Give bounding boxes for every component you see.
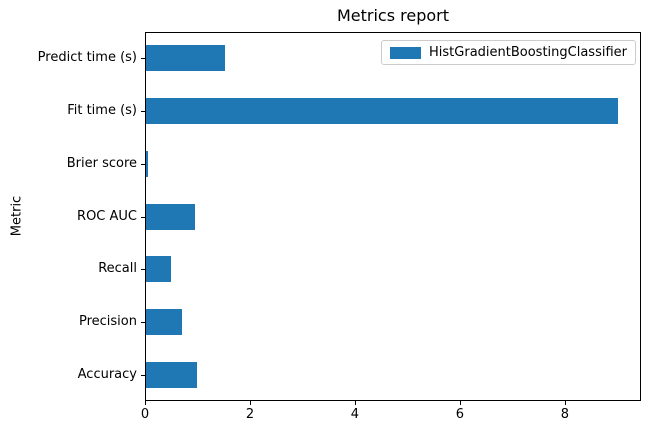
y-tick: [141, 163, 145, 165]
chart-title: Metrics report: [336, 6, 450, 25]
bar: [146, 308, 183, 335]
x-tick: [564, 401, 566, 405]
y-tick-label: Accuracy: [77, 366, 137, 382]
y-tick: [141, 374, 145, 376]
x-tick-label: 2: [245, 407, 255, 422]
y-tick: [141, 321, 145, 323]
bar: [146, 361, 197, 388]
y-tick-label: Predict time (s): [37, 50, 137, 66]
bar: [146, 45, 225, 72]
y-tick-label: Precision: [78, 313, 137, 329]
bar: [146, 256, 171, 283]
y-tick: [141, 58, 145, 60]
x-tick-label: 0: [140, 407, 150, 422]
y-tick-label: Brier score: [66, 155, 137, 171]
x-tick: [145, 401, 146, 405]
bar: [146, 203, 196, 230]
x-tick-label: 6: [455, 407, 465, 422]
plot-area: HistGradientBoostingClassifier: [145, 32, 641, 401]
legend-swatch: [390, 46, 422, 59]
x-tick-label: 4: [350, 407, 360, 422]
y-tick-label: Recall: [98, 261, 137, 277]
y-tick: [141, 111, 145, 113]
y-tick-label: ROC AUC: [77, 208, 137, 224]
x-tick-label: 8: [560, 407, 570, 422]
bar: [146, 98, 619, 125]
y-tick: [141, 216, 145, 218]
y-tick-label: Fit time (s): [67, 103, 137, 119]
bar: [146, 150, 149, 177]
legend: HistGradientBoostingClassifier: [381, 40, 636, 65]
legend-label: HistGradientBoostingClassifier: [429, 45, 627, 60]
x-tick: [354, 401, 356, 405]
x-tick: [249, 401, 251, 405]
y-tick: [141, 269, 145, 271]
x-tick: [459, 401, 461, 405]
